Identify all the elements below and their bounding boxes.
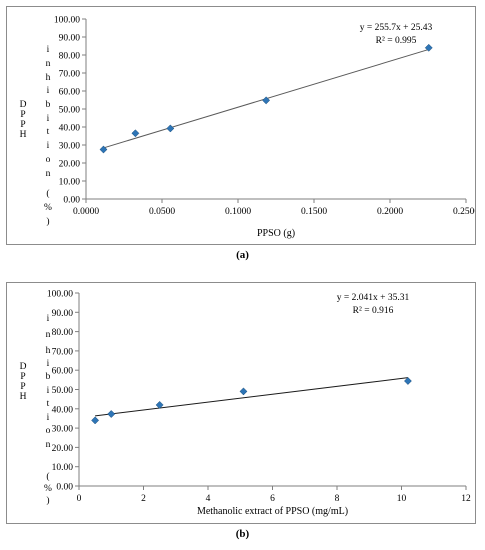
- y-axis-label-glyph: o: [46, 426, 51, 436]
- r-squared-label: R² = 0.995: [376, 36, 417, 46]
- y-axis-label-glyph: P: [20, 372, 25, 382]
- chart-a: 0.00 10.00 20.00 30.00 40.00 50.00 60.00 70.00 8…: [20, 16, 475, 240]
- y-axis-label-glyph: n: [46, 330, 51, 340]
- y-axis-label-glyph: o: [46, 155, 51, 165]
- y-axis-label-glyph: t: [47, 127, 50, 137]
- y-tick-label: 60.00: [59, 88, 81, 98]
- x-tick-label: 8: [335, 494, 340, 504]
- y-tick-label: 60.00: [52, 367, 74, 377]
- caption-a-text: (a): [236, 249, 249, 261]
- y-axis-label-glyph: P: [20, 120, 25, 130]
- y-axis-label-glyph: h: [46, 73, 51, 83]
- y-axis-label-glyph: i: [47, 45, 50, 55]
- y-axis-label-glyph: n: [46, 59, 51, 69]
- x-tick-label: 2: [141, 494, 146, 504]
- y-tick-label: 30.00: [59, 142, 81, 152]
- data-point: [403, 377, 412, 385]
- y-tick-label: 90.00: [52, 309, 74, 319]
- x-tick-label: 0.2000: [377, 207, 403, 217]
- x-tick-label: 12: [461, 494, 471, 504]
- y-axis-label-glyph: i: [47, 359, 50, 369]
- y-tick-label: 30.00: [52, 425, 74, 435]
- data-point: [131, 129, 140, 138]
- trendline-equation: y = 2.041x + 35.31: [337, 293, 410, 303]
- y-axis-label-glyph: t: [47, 399, 50, 409]
- data-point: [166, 124, 175, 133]
- y-axis-label-glyph: ): [46, 216, 49, 227]
- y-tick-label: 90.00: [59, 34, 81, 44]
- y-axis-label-glyph: i: [47, 141, 50, 151]
- x-tick-label: 0.1500: [301, 207, 327, 217]
- y-axis-label-glyph: b: [46, 372, 51, 382]
- data-point: [91, 416, 100, 425]
- y-tick-label: 80.00: [59, 52, 81, 62]
- chart-panel-a: 0.00 10.00 20.00 30.00 40.00 50.00 60.00 70.00 8…: [6, 6, 476, 245]
- y-axis-label-glyph: ): [46, 495, 49, 506]
- y-axis-label-glyph: D: [20, 100, 27, 110]
- y-axis-label-glyph: H: [20, 130, 27, 140]
- x-tick-label: 10: [397, 494, 407, 504]
- y-axis-label-glyph: i: [47, 314, 50, 324]
- caption-a: (a): [0, 249, 485, 261]
- data-point: [239, 387, 248, 396]
- y-axis-label-glyph: i: [47, 86, 50, 96]
- trendline-equation: y = 255.7x + 25.43: [360, 23, 433, 33]
- y-tick-label: 100.00: [54, 16, 80, 26]
- y-tick-label: 20.00: [52, 444, 74, 454]
- trendline: [95, 377, 409, 417]
- y-axis-label-glyph: %: [44, 203, 52, 213]
- x-tick-label: 0.0500: [149, 207, 175, 217]
- x-axis-label: Methanolic extract of PPSO (mg/mL): [197, 506, 348, 517]
- data-point: [155, 400, 164, 409]
- x-tick-label: 0.1000: [225, 207, 251, 217]
- y-axis-label-glyph: (: [46, 188, 49, 199]
- y-axis-label-glyph: b: [46, 100, 51, 110]
- chart-b: 0.00 10.00 20.00 30.00 40.00 50.00 60.00 70.00 8…: [20, 290, 471, 518]
- caption-b: (b): [0, 528, 485, 540]
- y-tick-label: 80.00: [52, 328, 74, 338]
- r-squared-label: R² = 0.916: [353, 306, 394, 316]
- y-axis-label-glyph: %: [44, 484, 52, 494]
- x-axis-label: PPSO (g): [257, 228, 295, 239]
- chart-panel-b: 0.00 10.00 20.00 30.00 40.00 50.00 60.00 70.00 8…: [6, 282, 476, 524]
- data-point: [424, 43, 433, 52]
- y-tick-label: 70.00: [52, 347, 74, 357]
- y-axis-label-glyph: i: [47, 386, 50, 396]
- y-tick-label: 70.00: [59, 70, 81, 80]
- y-axis-label-glyph: i: [47, 114, 50, 124]
- y-axis-label-glyph: (: [46, 471, 49, 482]
- y-tick-label: 10.00: [59, 178, 81, 188]
- y-tick-label: 0.00: [63, 196, 80, 206]
- y-tick-label: 40.00: [59, 124, 81, 134]
- x-tick-label: 4: [206, 494, 211, 504]
- x-tick-label: 6: [270, 494, 275, 504]
- y-axis-label-glyph: D: [20, 362, 27, 372]
- y-tick-label: 40.00: [52, 405, 74, 415]
- y-tick-label: 100.00: [47, 290, 73, 300]
- y-axis-label-glyph: P: [20, 110, 25, 120]
- y-tick-label: 10.00: [52, 463, 74, 473]
- data-point: [262, 96, 271, 105]
- y-axis-label-glyph: P: [20, 382, 25, 392]
- y-tick-label: 50.00: [52, 386, 74, 396]
- y-axis-label-glyph: n: [46, 440, 51, 450]
- y-tick-label: 0.00: [56, 483, 73, 493]
- data-point: [107, 410, 116, 418]
- x-tick-label: 0: [77, 494, 82, 504]
- y-axis-label-glyph: n: [46, 169, 51, 179]
- y-tick-label: 50.00: [59, 106, 81, 116]
- caption-b-text: (b): [235, 528, 250, 540]
- y-axis-label-glyph: h: [46, 346, 51, 356]
- x-tick-label: 0.0000: [73, 207, 99, 217]
- data-point: [99, 145, 108, 154]
- y-axis-label-glyph: i: [47, 413, 50, 423]
- y-tick-label: 20.00: [59, 160, 81, 170]
- x-tick-label: 0.2500: [453, 207, 475, 217]
- y-axis-label-glyph: H: [20, 392, 27, 402]
